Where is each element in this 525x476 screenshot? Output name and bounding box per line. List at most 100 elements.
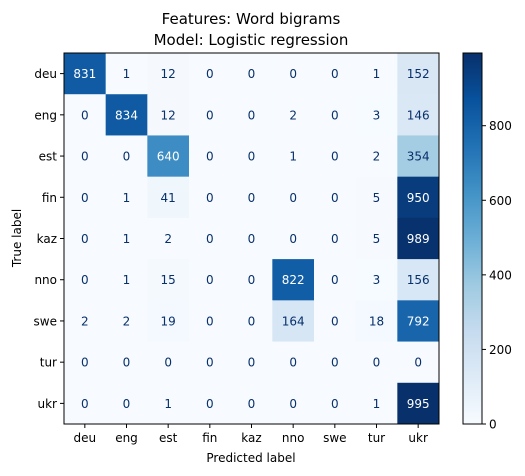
- colorbar-tick-label: 600: [489, 194, 512, 208]
- heatmap-cell: [189, 341, 232, 384]
- heatmap-cell: [230, 259, 273, 301]
- cell-value-label: 3: [373, 273, 381, 287]
- cell-value-label: 1: [373, 67, 381, 81]
- heatmap-cell: [230, 382, 273, 425]
- cell-value-label: 0: [331, 232, 339, 246]
- cell-value-label: 2: [289, 108, 297, 122]
- heatmap-cell: [105, 259, 148, 301]
- cell-value-label: 0: [81, 108, 89, 122]
- heatmap-cell: [397, 94, 440, 136]
- heatmap-cell: [147, 259, 190, 301]
- heatmap-cell: [272, 53, 315, 95]
- cell-value-label: 2: [81, 314, 89, 328]
- cell-value-label: 834: [115, 108, 138, 122]
- heatmap-cell: [64, 135, 107, 178]
- cell-value-label: 0: [206, 273, 214, 287]
- cell-value-label: 12: [161, 67, 176, 81]
- heatmap-cell: [147, 53, 190, 95]
- heatmap-cell: [189, 176, 232, 219]
- cell-value-label: 1: [123, 67, 131, 81]
- heatmap-cell: [64, 259, 107, 301]
- cell-value-label: 0: [331, 397, 339, 411]
- y-tick-label: tur: [40, 356, 57, 370]
- cell-value-label: 0: [248, 273, 256, 287]
- heatmap-cell: [230, 94, 273, 136]
- heatmap-cell: [189, 135, 232, 178]
- cell-value-label: 0: [206, 397, 214, 411]
- x-tick-label: ukr: [408, 431, 428, 445]
- cell-value-label: 41: [161, 191, 176, 205]
- heatmap-cell: [64, 217, 107, 260]
- heatmap-cell: [64, 300, 107, 343]
- cell-value-label: 0: [123, 397, 131, 411]
- x-axis-label: Predicted label: [206, 451, 295, 465]
- y-tick-label: nno: [34, 273, 57, 287]
- heatmap-cell: [397, 176, 440, 219]
- cell-value-label: 0: [206, 191, 214, 205]
- cell-value-label: 0: [248, 397, 256, 411]
- cell-value-label: 0: [248, 67, 256, 81]
- cell-value-label: 0: [123, 356, 131, 370]
- heatmap-cell: [189, 382, 232, 425]
- cell-value-label: 0: [81, 356, 89, 370]
- heatmap-cell: [64, 382, 107, 425]
- x-tick-label: fin: [202, 431, 217, 445]
- heatmap-cell: [355, 259, 398, 301]
- cell-value-label: 831: [73, 67, 96, 81]
- cell-value-label: 0: [248, 150, 256, 164]
- heatmap-cell: [189, 217, 232, 260]
- heatmap-cell: [105, 217, 148, 260]
- cell-value-label: 5: [373, 191, 381, 205]
- heatmap-cell: [189, 94, 232, 136]
- y-tick-label: deu: [34, 67, 57, 81]
- heatmap-cell: [397, 259, 440, 301]
- cell-value-label: 640: [157, 150, 180, 164]
- cell-value-label: 0: [373, 356, 381, 370]
- y-tick-label: kaz: [37, 232, 57, 246]
- heatmap-cell: [64, 176, 107, 219]
- cell-value-label: 3: [373, 108, 381, 122]
- y-tick-label: ukr: [38, 397, 58, 411]
- heatmap-cell: [397, 382, 440, 425]
- heatmap-cell: [355, 53, 398, 95]
- heatmap-cell: [272, 135, 315, 178]
- cell-value-label: 0: [248, 356, 256, 370]
- heatmap-cell: [355, 382, 398, 425]
- x-axis-ticks: deu eng est fin kaz nno swe tur ukr: [74, 424, 428, 445]
- heatmap-cell: [105, 176, 148, 219]
- heatmap-cell: [314, 217, 357, 260]
- heatmap-cell: [355, 135, 398, 178]
- colorbar-ticks: 0 200 400 600 800: [482, 119, 512, 432]
- cell-value-label: 164: [282, 314, 305, 328]
- x-tick-label: tur: [368, 431, 385, 445]
- heatmap-cell: [105, 382, 148, 425]
- heatmap-cell: [64, 94, 107, 136]
- heatmap-cell: [272, 259, 315, 301]
- cell-value-label: 354: [407, 150, 430, 164]
- cell-value-label: 0: [331, 108, 339, 122]
- heatmap-cell: [64, 341, 107, 384]
- heatmap-cell: [147, 382, 190, 425]
- cell-value-label: 0: [289, 232, 297, 246]
- heatmap-cell: [272, 300, 315, 343]
- x-tick-label: deu: [74, 431, 97, 445]
- heatmap-cell: [355, 300, 398, 343]
- heatmap-cell: [189, 300, 232, 343]
- heatmap-cell: [272, 382, 315, 425]
- heatmap-cell: [230, 53, 273, 95]
- cell-value-label: 5: [373, 232, 381, 246]
- cell-value-label: 822: [282, 273, 305, 287]
- colorbar-tick-label: 400: [489, 268, 512, 282]
- cell-value-label: 0: [206, 232, 214, 246]
- colorbar-tick-label: 0: [489, 418, 497, 432]
- cell-value-label: 0: [81, 150, 89, 164]
- heatmap-cell: [272, 176, 315, 219]
- heatmap-cell: [230, 341, 273, 384]
- heatmap-cell: [314, 300, 357, 343]
- cell-value-label: 995: [407, 397, 430, 411]
- heatmap-cell: [314, 176, 357, 219]
- cell-value-label: 950: [407, 191, 430, 205]
- heatmap-cell: [105, 300, 148, 343]
- heatmap-cell: [230, 217, 273, 260]
- cell-value-label: 0: [206, 67, 214, 81]
